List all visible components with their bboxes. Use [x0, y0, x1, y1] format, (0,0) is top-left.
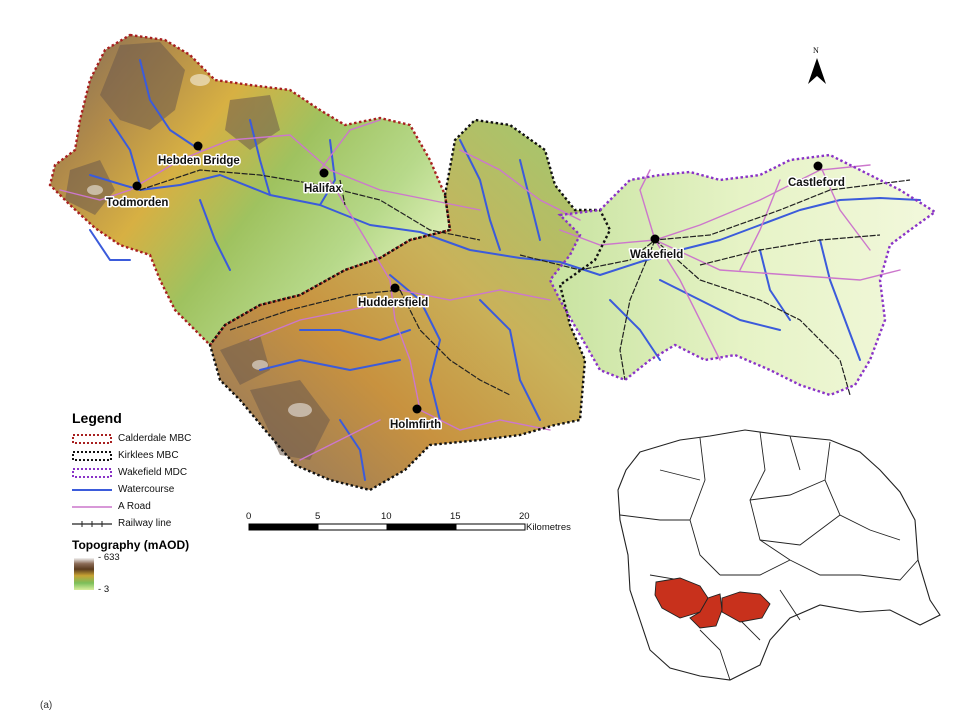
town-label-holmfirth: Holmfirth: [390, 419, 441, 431]
scale-tick-5: 5: [315, 511, 320, 522]
scale-tick-20: 20: [519, 511, 530, 522]
town-dot-huddersfield: [390, 283, 400, 293]
town-markers: [132, 141, 823, 414]
legend-label: Wakefield MDC: [118, 467, 188, 478]
calderdale-swatch: [72, 433, 112, 444]
legend-label: A Road: [118, 501, 151, 512]
railway-lines: [139, 169, 911, 396]
legend-item-a-road: A Road: [72, 498, 252, 515]
a-road-swatch: [72, 505, 112, 508]
town-dot-hebden-bridge: [193, 141, 203, 151]
scale-unit: Kilometres: [526, 522, 571, 533]
legend-title: Legend: [72, 410, 122, 426]
town-label-huddersfield: Huddersfield: [358, 297, 428, 309]
scale-bar: 0 5 10 15 20 Kilometres: [246, 511, 571, 533]
topography-min: - 3: [98, 584, 110, 595]
railway-swatch: [72, 520, 112, 527]
scale-tick-15: 15: [450, 511, 461, 522]
legend-label: Railway line: [118, 518, 172, 529]
topography-max: - 633: [98, 552, 120, 563]
wakefield-boundary: [548, 153, 938, 397]
legend: Legend Calderdale MBC Kirklees MBC Wakef…: [72, 410, 252, 595]
a-roads: [59, 119, 901, 461]
legend-item-watercourse: Watercourse: [72, 481, 252, 498]
upland-highlights: [87, 74, 312, 417]
topography-max-value: 633: [103, 552, 120, 563]
legend-item-wakefield: Wakefield MDC: [72, 464, 252, 481]
inset-highlight-kirklees: [689, 593, 723, 629]
north-arrow-label: N: [813, 46, 819, 55]
town-dot-holmfirth: [412, 404, 422, 414]
legend-label: Watercourse: [118, 484, 175, 495]
topography-title: Topography (mAOD): [72, 538, 190, 552]
scale-seg-3: [386, 523, 457, 531]
scale-seg-4: [455, 523, 526, 531]
watercourse-swatch: [72, 488, 112, 491]
town-label-castleford: Castleford: [788, 177, 845, 189]
town-label-hebden-bridge: Hebden Bridge: [158, 155, 240, 167]
legend-item-kirklees: Kirklees MBC: [72, 447, 252, 464]
kirklees-boundary: [208, 118, 612, 492]
legend-label: Kirklees MBC: [118, 450, 179, 461]
town-dot-halifax: [319, 168, 329, 178]
north-arrow: N: [808, 46, 826, 84]
calderdale-boundary: [48, 33, 452, 347]
town-dot-todmorden: [132, 181, 142, 191]
town-label-wakefield: Wakefield: [630, 249, 683, 261]
kirklees-swatch: [72, 450, 112, 461]
legend-item-railway: Railway line: [72, 515, 252, 532]
scale-tick-10: 10: [381, 511, 392, 522]
topography-min-value: 3: [103, 584, 110, 595]
inset-map: [617, 429, 941, 681]
north-arrow-icon: [808, 58, 826, 84]
town-dot-wakefield: [650, 234, 660, 244]
inset-outline: [617, 429, 941, 681]
town-labels: Hebden Bridge Todmorden Halifax Huddersf…: [105, 154, 847, 433]
town-label-halifax: Halifax: [304, 183, 342, 195]
figure-caption: (a): [40, 700, 53, 711]
scale-seg-1: [248, 523, 319, 531]
town-label-todmorden: Todmorden: [106, 197, 168, 209]
topography-ramp: - 633 - 3: [72, 552, 252, 595]
wakefield-swatch: [72, 467, 112, 478]
legend-label: Calderdale MBC: [118, 433, 192, 444]
town-dot-castleford: [813, 161, 823, 171]
topography-color-bar: [74, 558, 94, 590]
legend-item-calderdale: Calderdale MBC: [72, 430, 252, 447]
terrain-wakefield: [550, 155, 935, 395]
inset-highlight-wakefield: [721, 591, 771, 623]
scale-tick-0: 0: [246, 511, 251, 522]
scale-seg-2: [317, 523, 388, 531]
upland-shading: [65, 42, 330, 460]
